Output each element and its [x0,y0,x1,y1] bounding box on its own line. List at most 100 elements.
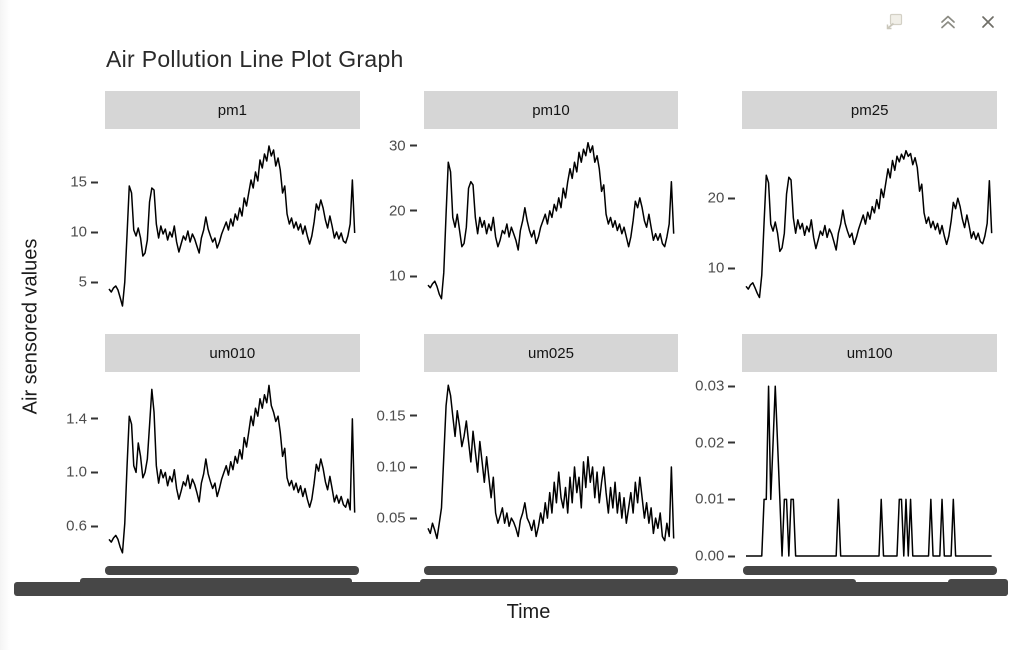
y-tick-mark [91,231,98,233]
facet-strip-label: pm25 [850,101,889,119]
y-tick: 1.4 [66,410,98,427]
x-tick-labels-bar-um100 [743,566,997,575]
facet-panel [423,129,679,315]
facet-panel [105,372,360,560]
y-tick-mark [91,181,98,183]
y-tick-label: 10 [707,259,725,277]
y-tick-label: 30 [388,137,406,155]
facet: pm25 10 20 [697,91,997,315]
facet: um010 0.6 1.0 1.4 [60,334,360,560]
y-tick: 0.10 [376,458,417,476]
y-tick-label: 20 [707,189,725,207]
facet-strip-label: pm1 [217,101,247,119]
y-tick-label: 0.10 [376,458,406,476]
y-tick-mark [728,498,736,501]
y-tick: 0.05 [376,509,417,527]
facet-y-axis: 10 20 [697,129,742,315]
y-tick-mark [409,466,417,468]
y-tick-label: 0.15 [376,407,406,425]
plot-title: Air Pollution Line Plot Graph [106,46,404,72]
facet-y-axis: 0.00 0.01 0.02 0.03 [695,372,742,565]
line-series [746,385,992,557]
x-tick-labels-bar-um010 [105,566,359,575]
y-tick-label: 1.0 [66,463,87,481]
facet-strip: um025 [423,334,679,372]
y-tick: 30 [389,137,417,154]
facet-strip: um010 [105,334,360,372]
y-tick-mark [409,517,417,520]
x-tick-labels-merged-bar-segment [948,579,1008,596]
y-tick-label: 10 [70,223,87,241]
window-controls [0,12,1022,36]
y-tick-label: 0.01 [695,490,725,508]
y-tick-mark [409,275,417,277]
line-series [427,141,675,300]
line-series [108,384,356,554]
facet-strip: um100 [742,334,997,372]
x-tick-labels-merged-bar-segment [80,578,352,596]
y-tick-label: 0.02 [695,434,725,452]
y-tick-mark [91,281,98,283]
facet: pm1 5 10 15 [60,91,360,315]
facet-strip-label: um010 [209,344,256,362]
y-tick-label: 0.05 [376,509,406,527]
y-tick-mark [91,417,98,420]
y-tick: 20 [389,202,417,219]
y-tick-mark [728,385,736,388]
y-tick-label: 1.4 [66,410,87,428]
collapse-window-icon[interactable] [938,12,958,32]
y-tick: 10 [389,268,417,285]
x-tick-labels-bar-um025 [424,566,678,575]
line-series [108,145,356,307]
y-tick: 10 [708,260,736,277]
y-tick-mark [728,441,736,444]
facet-y-axis: 5 10 15 [60,129,105,315]
facet-y-axis: 10 20 30 [379,129,424,315]
y-tick-mark [91,525,98,527]
facet-panel [742,372,997,560]
facet-strip-label: pm10 [532,101,570,119]
y-tick: 20 [708,190,736,207]
y-tick: 0.01 [695,490,736,508]
facet-strip: pm10 [423,91,679,129]
y-axis-title: Air sensored values [19,238,42,414]
y-tick-mark [91,471,98,474]
y-tick: 0.6 [66,518,98,535]
facet: um025 0.05 0.10 0.15 [376,334,679,560]
y-tick-mark [409,209,417,212]
y-tick-label: 20 [388,202,406,220]
facet-strip-label: um025 [528,344,574,362]
facet-grid: pm1 5 10 15 pm10 10 20 30 pm25 10 20 [60,91,997,565]
y-tick: 0.15 [376,407,417,425]
y-tick: 0.03 [695,377,736,395]
y-tick-label: 15 [70,173,87,191]
line-series [745,149,993,299]
facet-panel [105,129,360,315]
x-tick-labels-merged-bar-segment [420,579,856,596]
x-axis-title: Time [506,601,551,623]
y-tick-label: 10 [388,267,406,285]
y-tick-mark [728,197,736,200]
facet: pm10 10 20 30 [379,91,679,315]
y-tick: 0.02 [695,434,736,452]
facet-panel [742,129,997,315]
facet: um100 0.00 0.01 0.02 0.03 [695,334,997,565]
y-tick: 0.00 [695,547,736,565]
y-tick-label: 0.6 [66,517,87,535]
facet-y-axis: 0.6 1.0 1.4 [60,372,105,560]
facet-y-axis: 0.05 0.10 0.15 [376,372,424,560]
close-window-icon[interactable] [978,12,998,32]
y-tick: 10 [70,224,98,241]
facet-panel [423,372,679,560]
facet-strip: pm25 [742,91,997,129]
y-tick-mark [728,267,736,270]
open-in-new-window-icon[interactable] [884,12,904,32]
y-tick-mark [409,414,417,417]
y-tick: 5 [79,274,98,291]
y-tick: 15 [70,174,98,191]
facet-strip-label: um100 [846,344,893,362]
y-tick-label: 0.00 [695,547,725,565]
facet-strip: pm1 [105,91,360,129]
y-tick-mark [409,144,417,147]
y-tick-label: 0.03 [695,377,725,395]
